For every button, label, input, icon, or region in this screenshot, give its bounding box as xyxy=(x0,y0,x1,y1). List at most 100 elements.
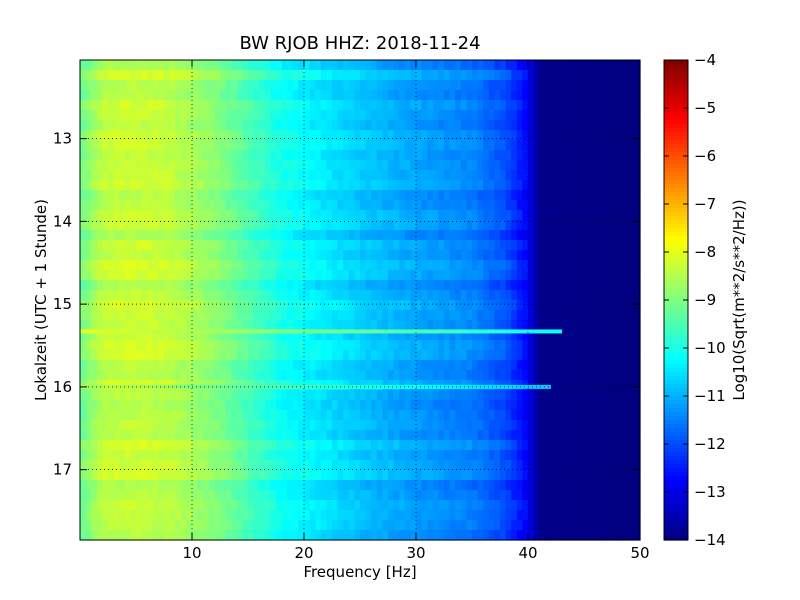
heatmap-cell xyxy=(96,60,103,71)
heatmap-cell xyxy=(348,200,355,211)
heatmap-cell xyxy=(584,200,591,211)
heatmap-cell xyxy=(600,310,607,321)
heatmap-cell xyxy=(399,180,406,191)
heatmap-cell xyxy=(556,180,563,191)
heatmap-cell xyxy=(606,470,613,481)
heatmap-cell xyxy=(203,410,210,421)
heatmap-cell xyxy=(595,70,602,81)
heatmap-cell xyxy=(466,180,473,191)
x-tick-label: 30 xyxy=(406,544,425,562)
heatmap-cell xyxy=(410,340,417,351)
heatmap-cell xyxy=(320,180,327,191)
heatmap-cell xyxy=(337,110,344,121)
heatmap-cell xyxy=(108,110,115,121)
heatmap-cell xyxy=(365,480,372,491)
heatmap-cell xyxy=(410,190,417,201)
heatmap-cell xyxy=(332,430,339,441)
heatmap-cell xyxy=(623,300,630,311)
heatmap-cell xyxy=(320,430,327,441)
heatmap-cell xyxy=(326,330,333,341)
heatmap-cell xyxy=(152,510,159,521)
heatmap-cell xyxy=(309,440,316,451)
heatmap-cell xyxy=(455,270,462,281)
chart-title: BW RJOB HHZ: 2018-11-24 xyxy=(239,33,480,54)
heatmap-cell xyxy=(102,220,109,231)
heatmap-cell xyxy=(449,290,456,301)
heatmap-cell xyxy=(556,490,563,501)
heatmap-cell xyxy=(404,470,411,481)
heatmap-cell xyxy=(606,330,613,341)
heatmap-cell xyxy=(584,140,591,151)
heatmap-cell xyxy=(270,320,277,331)
heatmap-cell xyxy=(337,420,344,431)
heatmap-cell xyxy=(203,200,210,211)
heatmap-cell xyxy=(494,290,501,301)
heatmap-cell xyxy=(141,160,148,171)
heatmap-cell xyxy=(556,120,563,131)
heatmap-cell xyxy=(85,240,92,251)
heatmap-cell xyxy=(494,90,501,101)
heatmap-cell xyxy=(287,520,294,531)
heatmap-cell xyxy=(315,440,322,451)
heatmap-cell xyxy=(416,60,423,71)
heatmap-cell xyxy=(276,270,283,281)
heatmap-cell xyxy=(388,150,395,161)
heatmap-cell xyxy=(80,280,87,291)
colorbar-segment xyxy=(664,100,688,105)
heatmap-cell xyxy=(500,250,507,261)
heatmap-cell xyxy=(231,370,238,381)
heatmap-cell xyxy=(533,270,540,281)
heatmap-cell xyxy=(175,340,182,351)
heatmap-cell xyxy=(119,420,126,431)
heatmap-cell xyxy=(169,530,176,541)
heatmap-cell xyxy=(438,140,445,151)
heatmap-cell xyxy=(259,420,266,431)
heatmap-cell xyxy=(343,340,350,351)
heatmap-cell xyxy=(320,210,327,221)
heatmap-cell xyxy=(404,290,411,301)
heatmap-cell xyxy=(287,200,294,211)
heatmap-cell xyxy=(539,370,546,381)
heatmap-cell xyxy=(304,470,311,481)
heatmap-cell xyxy=(550,400,557,411)
heatmap-cell xyxy=(287,400,294,411)
heatmap-cell xyxy=(393,60,400,71)
heatmap-cell xyxy=(225,390,232,401)
heatmap-cell xyxy=(511,80,518,91)
heatmap-cell xyxy=(533,170,540,181)
heatmap-cell xyxy=(315,470,322,481)
heatmap-cell xyxy=(203,260,210,271)
heatmap-cell xyxy=(589,290,596,301)
heatmap-cell xyxy=(388,130,395,141)
heatmap-cell xyxy=(332,400,339,411)
heatmap-cell xyxy=(438,250,445,261)
heatmap-cell xyxy=(180,280,187,291)
heatmap-cell xyxy=(180,510,187,521)
heatmap-cell xyxy=(410,160,417,171)
heatmap-cell xyxy=(169,270,176,281)
heatmap-cell xyxy=(483,190,490,201)
heatmap-cell xyxy=(136,160,143,171)
heatmap-cell xyxy=(600,490,607,501)
heatmap-cell xyxy=(225,90,232,101)
heatmap-cell xyxy=(180,410,187,421)
heatmap-cell xyxy=(432,310,439,321)
heatmap-cell xyxy=(91,100,98,111)
heatmap-cell xyxy=(96,300,103,311)
heatmap-cell xyxy=(617,500,624,511)
heatmap-cell xyxy=(102,240,109,251)
heatmap-cell xyxy=(438,500,445,511)
heatmap-cell xyxy=(556,520,563,531)
heatmap-cell xyxy=(466,120,473,131)
heatmap-cell xyxy=(192,280,199,291)
heatmap-cell xyxy=(612,490,619,501)
heatmap-cell xyxy=(628,60,635,71)
heatmap-cell xyxy=(326,340,333,351)
heatmap-cell xyxy=(516,430,523,441)
heatmap-cell xyxy=(192,490,199,501)
heatmap-cell xyxy=(304,120,311,131)
heatmap-cell xyxy=(584,230,591,241)
heatmap-cell xyxy=(612,240,619,251)
heatmap-cell xyxy=(416,130,423,141)
heatmap-cell xyxy=(427,260,434,271)
